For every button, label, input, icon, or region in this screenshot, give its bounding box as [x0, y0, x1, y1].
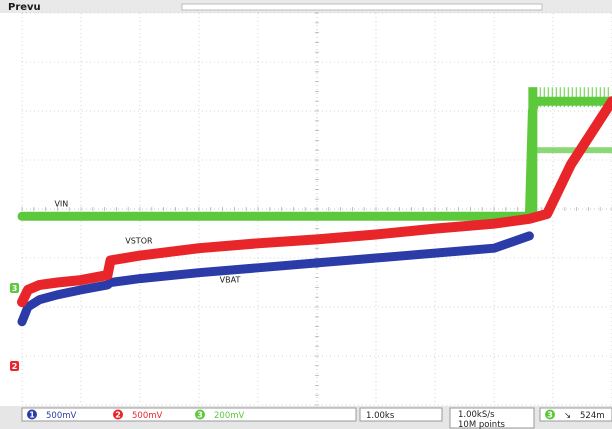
ch3-scale: 200mV [214, 411, 245, 421]
ch3-ground-marker[interactable]: 3 [10, 283, 19, 293]
label-vstor: VSTOR [125, 237, 153, 246]
trace-vstor [17, 96, 612, 308]
acquisition-status: Prevu [8, 2, 41, 13]
sample-rate: 1.00kS/s [458, 410, 495, 420]
ch1-scale: 500mV [46, 411, 77, 421]
vin-step-edge [528, 87, 538, 217]
trace-labels: VIN VSTOR VBAT [54, 199, 240, 284]
traces [17, 87, 612, 327]
trigger-box[interactable]: 3 ↘ 524m [539, 407, 612, 422]
trace-vbat [17, 231, 534, 327]
label-vbat: VBAT [220, 275, 241, 284]
record-overview-bar [181, 3, 543, 11]
record-length: 10M points [458, 420, 506, 429]
ch3-num: 3 [197, 411, 203, 420]
ch1-num: 1 [29, 411, 35, 420]
ch2-marker-label: 2 [12, 362, 18, 371]
ch3-indicator [195, 409, 205, 420]
ch2-indicator [113, 409, 123, 420]
timebase-box[interactable]: 1.00ks [359, 407, 443, 422]
trigger-level: 524m [580, 411, 605, 421]
ch3-marker-label: 3 [12, 284, 18, 293]
timebase: 1.00ks [366, 411, 395, 421]
trigger-channel-indicator [545, 409, 555, 420]
ch1-scale-box[interactable]: 1 500mV 2 500mV 3 200mV [21, 407, 357, 422]
vin-switching-band [532, 147, 612, 154]
ch2-num: 2 [115, 411, 121, 420]
trigger-slope-icon: ↘ [564, 411, 571, 421]
acquisition-box[interactable]: 1.00kS/s 10M points [449, 407, 535, 429]
label-vin: VIN [54, 199, 68, 208]
ch2-ground-marker[interactable]: 2 [10, 361, 19, 371]
ch2-scale: 500mV [132, 411, 163, 421]
trigger-channel: 3 [547, 411, 553, 420]
ch1-indicator [27, 409, 37, 420]
